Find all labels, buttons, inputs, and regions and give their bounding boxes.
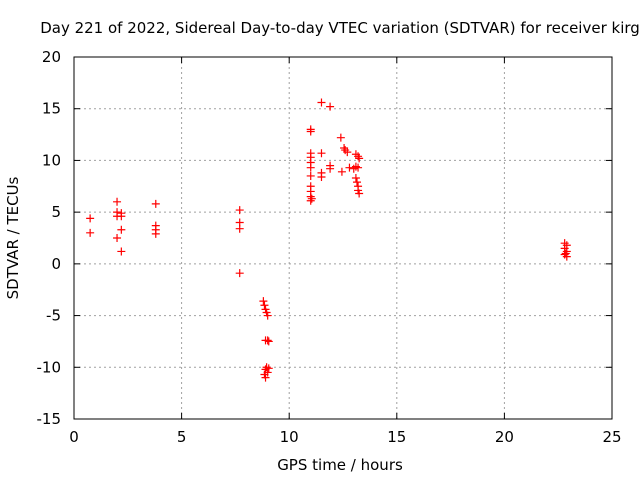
y-tick-label: -10 (37, 358, 62, 376)
grid-lines (74, 57, 612, 419)
chart-title: Day 221 of 2022, Sidereal Day-to-day VTE… (40, 19, 640, 37)
data-point (355, 189, 364, 198)
data-point (263, 311, 272, 320)
data-point (317, 149, 326, 158)
data-point (343, 148, 352, 157)
data-point (113, 197, 122, 206)
data-point (355, 154, 364, 163)
data-point (113, 234, 122, 242)
data-point (264, 337, 273, 346)
data-point (261, 373, 270, 382)
data-point (306, 196, 315, 205)
data-point (306, 171, 315, 180)
axis-ticks: 0 5 10 15 20 25 -15 -10 -5 0 5 10 15 20 (37, 48, 622, 446)
x-tick-label: 10 (280, 428, 299, 446)
data-point (326, 164, 335, 173)
y-tick-label: 0 (51, 255, 61, 273)
x-tick-label: 25 (602, 428, 621, 446)
data-point (341, 146, 350, 155)
data-point (86, 228, 95, 237)
data-point (263, 336, 272, 345)
data-point (306, 127, 315, 136)
x-axis-label: GPS time / hours (277, 456, 403, 474)
data-point (235, 224, 244, 233)
data-point (117, 212, 126, 221)
y-tick-label: 10 (42, 151, 61, 169)
data-point (86, 214, 95, 223)
data-point (351, 174, 360, 183)
y-axis-label: SDTVAR / TECUs (4, 176, 22, 299)
data-point (349, 164, 358, 173)
data-point (561, 249, 570, 258)
data-point (151, 229, 160, 238)
data-point (326, 102, 335, 111)
data-point (151, 199, 160, 208)
data-point (354, 152, 363, 161)
data-point (352, 178, 361, 187)
data-point (235, 206, 244, 215)
data-point (317, 172, 326, 181)
y-tick-label: 20 (42, 48, 61, 66)
data-point (306, 163, 315, 172)
x-tick-label: 0 (69, 428, 79, 446)
data-point (262, 363, 271, 372)
data-point (117, 225, 126, 234)
plot-frame (73, 56, 613, 420)
x-tick-label: 20 (495, 428, 514, 446)
data-point (259, 297, 268, 306)
data-point (260, 301, 269, 310)
x-tick-label: 5 (177, 428, 187, 446)
data-point (264, 364, 273, 373)
x-tick-label: 15 (387, 428, 406, 446)
data-point (336, 133, 345, 142)
data-point (307, 194, 316, 203)
data-points (86, 98, 571, 382)
y-tick-label: 15 (42, 100, 61, 118)
data-point (337, 167, 346, 176)
data-point (117, 247, 126, 256)
data-point (351, 162, 360, 171)
data-point (317, 98, 326, 107)
data-point (345, 163, 354, 172)
y-tick-label: -5 (46, 307, 61, 325)
data-point (235, 269, 244, 278)
data-point (354, 163, 363, 172)
y-tick-label: -15 (37, 410, 62, 428)
y-tick-label: 5 (51, 203, 61, 221)
